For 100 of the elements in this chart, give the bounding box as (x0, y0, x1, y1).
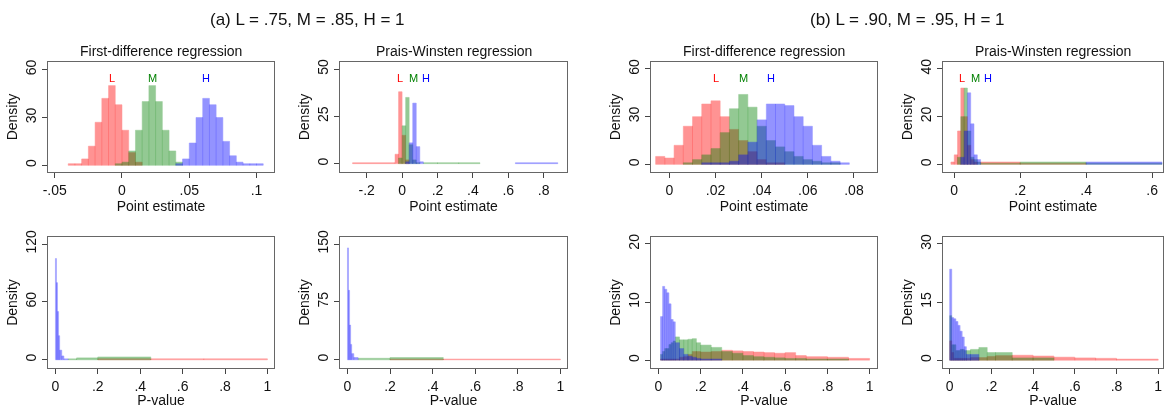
y-tick-label: 120 (23, 230, 40, 254)
x-tick-label: .8 (821, 377, 834, 394)
series-label: L (397, 72, 404, 84)
y-tick-label: 75 (315, 291, 332, 308)
x-tick-label: .08 (844, 181, 864, 198)
y-tick-label: 50 (315, 58, 332, 75)
y-tick-label: 150 (315, 230, 332, 254)
y-tick-label: 0 (315, 353, 332, 362)
y-tick-label: 0 (315, 157, 332, 166)
series-label: H (202, 72, 210, 84)
x-tick-label: 1 (1154, 377, 1163, 394)
x-tick-label: -.05 (42, 181, 68, 198)
y-tick-label: 40 (918, 58, 935, 75)
x-tick-label: .04 (751, 181, 772, 198)
x-tick-label: .4 (737, 377, 749, 394)
y-tick-label: 15 (918, 292, 935, 308)
x-tick-label: .8 (1110, 377, 1123, 394)
y-tick-label: 10 (626, 291, 643, 308)
x-axis-title: Point estimate (409, 197, 499, 214)
x-axis-title: Point estimate (1008, 197, 1098, 214)
y-tick-label: 0 (626, 353, 643, 362)
x-tick-label: .2 (91, 377, 104, 394)
y-tick-label: 0 (918, 158, 935, 167)
y-tick-label: 30 (23, 107, 40, 124)
chart-title: First-difference regression (683, 43, 846, 59)
x-tick-label: .02 (705, 181, 726, 198)
x-tick-label: .6 (1068, 377, 1081, 394)
y-tick-label: 0 (23, 353, 40, 362)
y-tick-label: 60 (626, 58, 643, 75)
series-label: L (713, 72, 720, 84)
y-axis-title: Density (4, 93, 20, 141)
series-label: M (148, 72, 158, 84)
y-tick-label: 0 (918, 354, 935, 363)
chart-title: Prais-Winsten regression (975, 43, 1132, 59)
x-tick-label: 1 (865, 377, 874, 394)
x-tick-label: .1 (250, 181, 263, 198)
x-tick-label: .4 (134, 377, 147, 394)
x-tick-label: 0 (665, 181, 674, 198)
x-tick-label: .8 (511, 377, 524, 394)
x-axis-title: Point estimate (116, 197, 206, 214)
x-tick-label: .06 (798, 181, 818, 198)
y-axis-title: Density (607, 93, 623, 141)
x-tick-label: .05 (179, 181, 200, 198)
x-tick-label: 0 (654, 377, 663, 394)
x-tick-label: .6 (1146, 181, 1159, 198)
x-axis-title: P-value (429, 392, 478, 408)
y-axis-title: Density (899, 279, 915, 326)
y-tick-label: 30 (918, 233, 935, 250)
x-tick-label: .2 (694, 377, 707, 394)
x-tick-label: .6 (176, 377, 189, 394)
y-axis-title: Density (607, 279, 623, 326)
x-tick-label: 0 (398, 181, 407, 198)
x-tick-label: .4 (1080, 181, 1093, 198)
series-label: L (959, 72, 966, 84)
x-tick-label: .2 (985, 377, 998, 394)
y-tick-label: 60 (23, 59, 40, 76)
x-tick-label: -.2 (358, 181, 376, 198)
series-label: H (767, 72, 775, 84)
x-tick-label: 1 (263, 377, 272, 394)
series-label: M (409, 72, 419, 84)
x-tick-label: .2 (384, 377, 397, 394)
x-tick-label: .2 (1014, 181, 1027, 198)
x-tick-label: .4 (467, 181, 479, 198)
x-tick-label: .6 (779, 377, 792, 394)
y-tick-label: 60 (23, 291, 40, 308)
chart-title: First-difference regression (80, 43, 243, 59)
x-tick-label: 0 (343, 377, 352, 394)
y-axis-title: Density (4, 279, 20, 326)
y-tick-label: 0 (23, 159, 40, 168)
x-tick-label: .6 (502, 181, 515, 198)
x-tick-label: .8 (537, 181, 550, 198)
x-tick-label: 0 (945, 377, 954, 394)
series-label: M (971, 72, 981, 84)
x-tick-label: .4 (1027, 377, 1040, 394)
x-axis-title: Point estimate (719, 197, 809, 214)
y-tick-label: 20 (918, 106, 935, 123)
y-tick-label: 30 (626, 106, 643, 123)
text: (b) L = .90, M = .95, H = 1 (810, 10, 1005, 29)
x-tick-label: 0 (118, 181, 127, 198)
y-axis-title: Density (899, 93, 915, 141)
text: (a) L = .75, M = .85, H = 1 (210, 10, 405, 29)
y-axis-title: Density (296, 93, 312, 141)
series-label: H (984, 72, 992, 84)
x-tick-label: .2 (431, 181, 444, 198)
x-tick-label: .8 (219, 377, 232, 394)
x-tick-label: 1 (556, 377, 565, 394)
x-tick-label: 0 (51, 377, 60, 394)
x-tick-label: .6 (469, 377, 482, 394)
series-label: L (109, 72, 116, 84)
x-tick-label: .4 (426, 377, 439, 394)
x-axis-title: P-value (740, 392, 788, 408)
series-label: H (422, 72, 430, 84)
y-tick-label: 0 (626, 158, 643, 167)
x-tick-label: 0 (950, 181, 959, 198)
x-axis-title: P-value (1029, 392, 1077, 408)
y-tick-label: 25 (315, 106, 332, 123)
x-axis-title: P-value (137, 392, 185, 408)
series-label: M (739, 72, 749, 84)
y-axis-title: Density (296, 279, 312, 326)
y-tick-label: 20 (626, 233, 643, 250)
